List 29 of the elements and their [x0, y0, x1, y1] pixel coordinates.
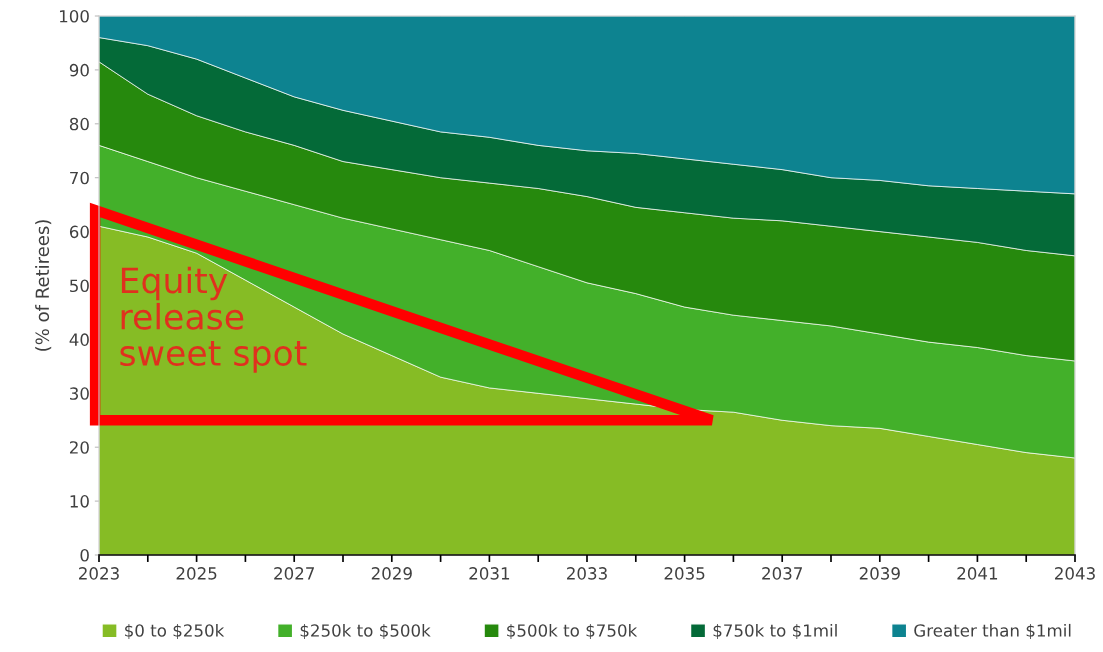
- y-tick-label: 80: [69, 117, 89, 131]
- y-tick-label: 30: [70, 387, 89, 400]
- legend-label: $250k to $500k: [300, 623, 431, 640]
- x-tick-label: 2027: [274, 567, 314, 580]
- legend-label: $750k to $1mil: [713, 623, 837, 640]
- y-tick-label: 70: [70, 171, 89, 185]
- y-tick-label: 100: [59, 9, 89, 23]
- x-tick-label: 2041: [957, 567, 998, 580]
- x-tick-label: 2025: [176, 567, 217, 580]
- legend-label: $500k to $750k: [507, 623, 638, 640]
- legend-label: $0 to $250k: [125, 623, 225, 640]
- y-axis-title: (% of Retirees): [35, 220, 52, 351]
- y-tick-label: 10: [70, 495, 89, 508]
- x-tick-label: 2023: [79, 567, 119, 580]
- x-tick-label: 2043: [1055, 567, 1095, 580]
- y-tick-label: 0: [80, 548, 89, 562]
- x-tick-label: 2039: [859, 567, 900, 580]
- x-tick-label: 2033: [567, 567, 607, 580]
- y-tick-label: 40: [69, 333, 89, 346]
- annotation: Equity release sweet spot: [120, 266, 307, 373]
- y-tick-label: 90: [69, 63, 89, 77]
- y-tick-label: 60: [69, 225, 89, 239]
- y-tick-label: 20: [69, 441, 89, 454]
- x-tick-label: 2031: [469, 567, 510, 580]
- x-tick-label: 2037: [762, 567, 802, 580]
- y-tick-label: 50: [70, 279, 89, 293]
- x-tick-label: 2029: [371, 567, 412, 580]
- legend-label: Greater than $1mil: [914, 623, 1071, 640]
- x-tick-label: 2035: [664, 567, 705, 580]
